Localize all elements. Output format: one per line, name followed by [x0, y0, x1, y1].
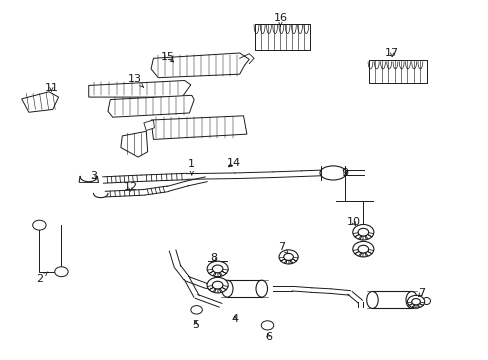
Ellipse shape	[256, 280, 267, 297]
Text: 12: 12	[123, 182, 137, 192]
Bar	[227, 280, 261, 297]
Ellipse shape	[221, 280, 232, 297]
Ellipse shape	[405, 292, 417, 309]
Polygon shape	[143, 120, 154, 131]
Ellipse shape	[422, 297, 429, 305]
Ellipse shape	[319, 166, 346, 180]
Circle shape	[411, 298, 420, 305]
Circle shape	[357, 245, 368, 253]
Circle shape	[190, 306, 202, 314]
Polygon shape	[21, 92, 59, 112]
Bar	[372, 292, 411, 309]
Text: 5: 5	[192, 320, 199, 330]
Polygon shape	[368, 60, 426, 83]
Circle shape	[357, 228, 368, 236]
Text: 16: 16	[273, 13, 287, 26]
Text: 14: 14	[226, 158, 241, 168]
Text: 6: 6	[264, 332, 271, 342]
Text: 4: 4	[231, 314, 238, 324]
Text: 17: 17	[384, 48, 398, 58]
Text: 8: 8	[209, 253, 217, 262]
Polygon shape	[89, 81, 190, 97]
Circle shape	[212, 265, 223, 273]
Circle shape	[407, 295, 424, 308]
Circle shape	[55, 267, 68, 277]
Circle shape	[279, 250, 298, 264]
Circle shape	[261, 321, 273, 330]
Text: 11: 11	[44, 82, 58, 93]
Text: 1: 1	[188, 159, 195, 175]
Polygon shape	[151, 53, 249, 78]
Text: 13: 13	[128, 75, 143, 87]
Text: 7: 7	[278, 242, 288, 254]
Circle shape	[352, 242, 373, 257]
Ellipse shape	[366, 292, 377, 309]
Circle shape	[352, 224, 373, 240]
Circle shape	[212, 281, 223, 289]
Polygon shape	[108, 95, 194, 117]
Text: 9: 9	[341, 168, 348, 178]
Text: 3: 3	[90, 171, 97, 181]
Text: 2: 2	[36, 272, 48, 284]
Text: 15: 15	[161, 52, 175, 62]
Circle shape	[207, 277, 228, 293]
Polygon shape	[255, 24, 310, 50]
Circle shape	[283, 253, 293, 260]
Text: 7: 7	[417, 288, 425, 298]
Polygon shape	[151, 116, 246, 139]
Circle shape	[207, 261, 228, 277]
Polygon shape	[121, 131, 147, 157]
Circle shape	[33, 220, 46, 230]
Text: 10: 10	[346, 217, 360, 227]
